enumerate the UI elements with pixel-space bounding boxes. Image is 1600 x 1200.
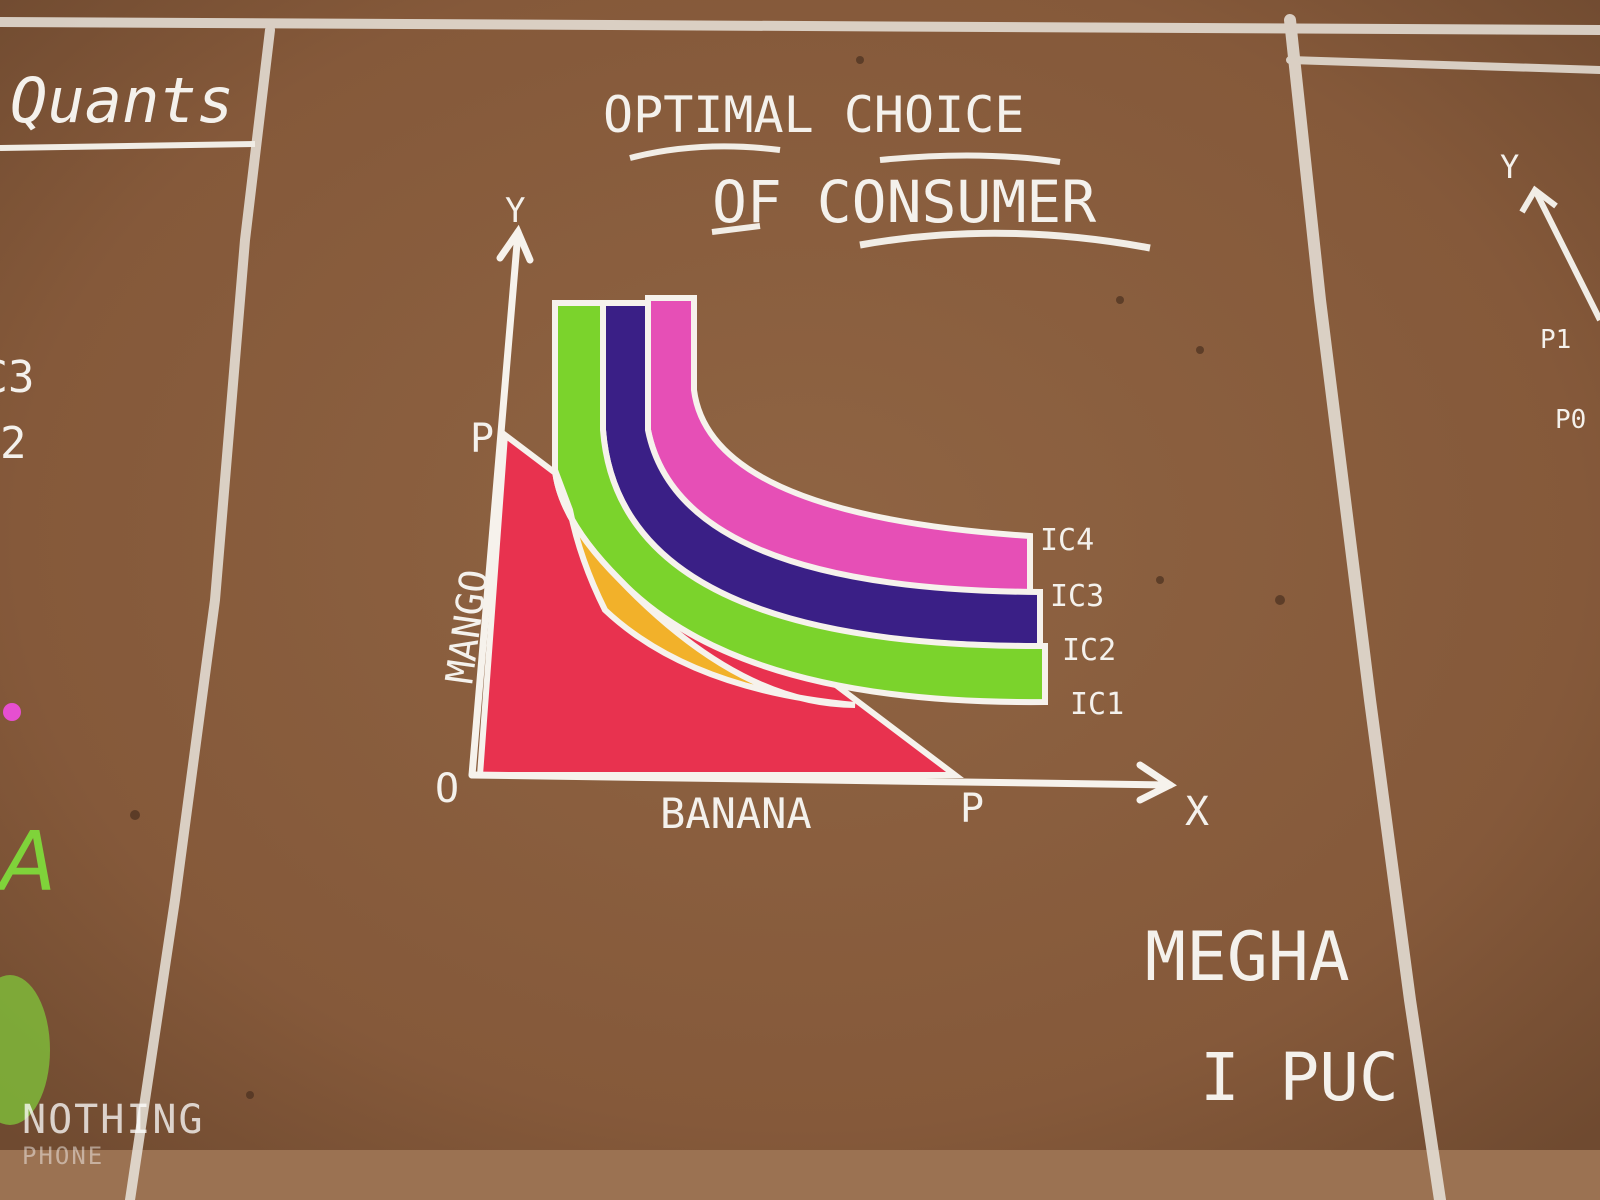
main-panel: OPTIMAL CHOICE OF CONSUMER Y X O P P MAN… (435, 86, 1399, 1116)
x-axis-line (468, 771, 1174, 789)
y-axis-letter: Y (505, 191, 525, 231)
ic1-band (552, 468, 856, 708)
ic2-label: IC2 (1062, 633, 1116, 668)
axes (468, 224, 1177, 804)
right-y-axis-arrowhead (1519, 185, 1558, 214)
ic3-label: IC3 (1050, 579, 1104, 614)
y-budget-intercept-label: P (470, 416, 494, 462)
title-underline-of (711, 223, 761, 235)
ground-debris (130, 56, 1285, 1099)
chalk-grid-lines (0, 14, 1600, 1200)
title-underline-2 (879, 152, 1061, 165)
right-y-axis-line (1532, 188, 1600, 322)
left-fragment-ic3: IC3 (0, 352, 34, 403)
camera-watermark: NOTHING PHONE (22, 1098, 205, 1170)
left-fragment-a: A (0, 815, 56, 910)
right-label-p0: P0 (1555, 405, 1586, 435)
left-heading-underline (0, 141, 256, 151)
right-label-p1: P1 (1540, 325, 1571, 355)
origin-label: O (435, 766, 459, 812)
title-underline-3 (859, 229, 1151, 252)
x-axis-title: BANANA (660, 789, 812, 838)
left-fragment-2: 2 (0, 418, 27, 469)
title-line-2: OF CONSUMER (712, 168, 1096, 236)
watermark-line-1: NOTHING (22, 1097, 205, 1143)
left-heading: Quants (10, 64, 234, 137)
title-underline-1 (629, 143, 781, 161)
y-axis-line (468, 228, 522, 779)
watermark-line-2: PHONE (22, 1142, 105, 1170)
author-class: I PUC (1200, 1039, 1399, 1116)
x-axis-arrowhead (1136, 761, 1177, 804)
author-name: MEGHA (1145, 918, 1350, 997)
x-axis-letter: X (1185, 789, 1209, 835)
ic4-label: IC4 (1040, 523, 1094, 558)
right-axis-letter: Y (1500, 148, 1519, 186)
ic1-label: IC1 (1070, 687, 1124, 722)
green-powder-patch (0, 975, 50, 1125)
ground-bottom-strip (0, 1150, 1600, 1200)
pink-powder-spot (3, 703, 21, 721)
left-neighbour-panel: Quants IC3 2 A (0, 64, 256, 1125)
x-budget-intercept-label: P (960, 786, 984, 832)
title-line-1: OPTIMAL CHOICE (603, 86, 1024, 144)
right-neighbour-panel: Y P1 P0 (1500, 148, 1600, 435)
y-axis-arrowhead (496, 224, 534, 264)
